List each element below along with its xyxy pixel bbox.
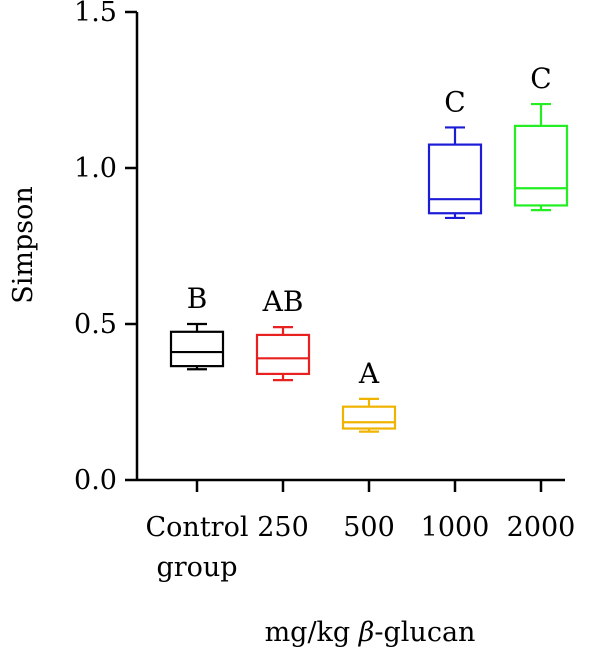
y-tick-label: 0.0	[74, 465, 117, 496]
y-axis: 0.0 0.5 1.0 1.5	[74, 0, 139, 496]
box-1: AB	[255, 285, 311, 382]
iqr-box	[341, 405, 397, 430]
iqr-box	[513, 124, 569, 207]
x-axis-title: mg/kg β-glucan	[265, 617, 476, 648]
y-axis-title: Simpson	[8, 186, 39, 304]
significance-letter: B	[187, 282, 208, 315]
iqr-box	[255, 333, 311, 376]
y-tick-label: 1.0	[74, 153, 117, 184]
box-4: C	[513, 62, 569, 212]
significance-letter: AB	[262, 285, 304, 318]
y-tick-label: 1.5	[74, 0, 117, 28]
box-0: B	[169, 282, 225, 371]
x-tick-label: 500	[343, 512, 395, 543]
iqr-box	[169, 330, 225, 368]
iqr-box	[427, 143, 483, 215]
x-tick-label: Control	[146, 512, 249, 543]
x-tick-label: 1000	[421, 512, 490, 543]
significance-letter: A	[358, 357, 380, 390]
x-tick-label: group	[156, 552, 237, 583]
box-3: C	[427, 85, 483, 220]
significance-letter: C	[444, 85, 465, 118]
significance-letter: C	[530, 62, 551, 95]
x-tick-label: 250	[257, 512, 309, 543]
box-2: A	[341, 357, 397, 433]
box-series: B AB A C C	[169, 62, 569, 433]
x-axis: Control group 250 500 1000 2000	[137, 478, 576, 583]
y-tick-label: 0.5	[74, 309, 117, 340]
x-tick-label: 2000	[507, 512, 576, 543]
